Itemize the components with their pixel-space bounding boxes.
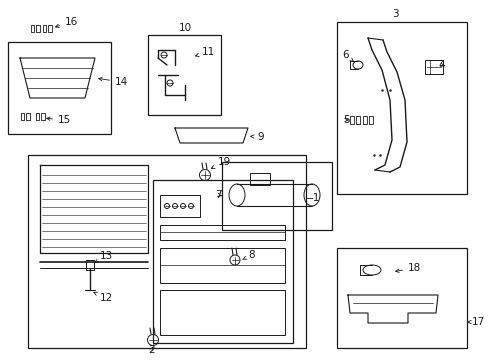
Bar	[26, 113, 29, 120]
Text: 18: 18	[395, 263, 420, 273]
Text: 12: 12	[94, 292, 113, 303]
Bar	[148, 35, 221, 115]
Bar	[48, 24, 51, 32]
Text: 16: 16	[56, 17, 78, 27]
Polygon shape	[20, 58, 95, 98]
Polygon shape	[175, 128, 247, 143]
Bar	[160, 195, 200, 217]
Text: 8: 8	[242, 250, 254, 260]
Bar	[336, 22, 466, 194]
Bar	[41, 113, 44, 120]
Bar	[249, 173, 269, 185]
Text: -1: -1	[309, 193, 320, 203]
Bar	[336, 248, 466, 348]
Bar	[20, 113, 24, 120]
Bar	[42, 24, 46, 32]
Bar	[424, 60, 442, 74]
Bar	[362, 116, 366, 124]
Text: 19: 19	[211, 157, 231, 168]
Text: 5: 5	[342, 115, 349, 125]
Bar	[160, 248, 285, 283]
Bar	[355, 116, 359, 124]
Bar	[349, 116, 353, 124]
Polygon shape	[347, 295, 437, 323]
Text: 9: 9	[250, 132, 263, 142]
Bar	[160, 225, 285, 240]
Bar	[36, 113, 39, 120]
Text: 17: 17	[467, 317, 484, 327]
Text: 2: 2	[148, 345, 154, 355]
Bar	[86, 260, 94, 270]
Bar	[160, 290, 285, 335]
Text: 3: 3	[391, 9, 398, 19]
Bar	[30, 24, 34, 32]
Bar	[36, 24, 40, 32]
Text: 7: 7	[215, 190, 221, 200]
Text: 6: 6	[341, 50, 353, 62]
Bar	[28, 155, 305, 348]
Text: 11: 11	[195, 47, 215, 57]
Text: 15: 15	[46, 115, 71, 125]
Text: 13: 13	[94, 251, 113, 263]
Bar	[222, 162, 331, 230]
Bar	[368, 116, 372, 124]
Bar	[153, 180, 292, 343]
Bar	[8, 42, 111, 134]
Text: 4: 4	[437, 60, 444, 70]
Text: 10: 10	[178, 23, 191, 33]
Text: 14: 14	[99, 77, 128, 87]
